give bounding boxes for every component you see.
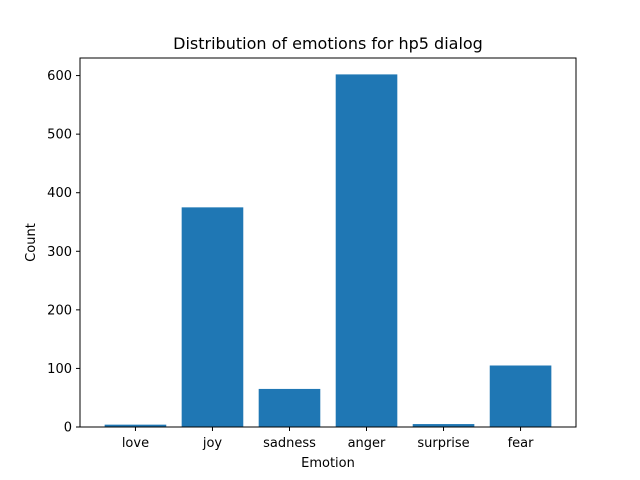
bar-sadness [258, 388, 321, 427]
y-tick-label: 100 [47, 362, 72, 377]
x-tick-label: anger [348, 436, 386, 451]
y-axis-label: Count [24, 223, 39, 262]
bar-joy [181, 207, 244, 427]
x-axis: love joy sadness anger surprise fear [122, 427, 534, 451]
y-tick-label: 400 [47, 186, 72, 201]
x-tick-label: joy [202, 436, 223, 451]
chart-title: Distribution of emotions for hp5 dialog [173, 34, 483, 53]
bar-anger [335, 74, 398, 428]
y-tick-label: 300 [47, 245, 72, 260]
bar-fear [489, 365, 552, 427]
bars-group [104, 74, 552, 428]
x-tick-label: sadness [263, 436, 316, 451]
plot-frame [79, 57, 577, 428]
x-tick-label: love [122, 436, 149, 451]
x-tick-label: fear [508, 436, 535, 451]
x-axis-label: Emotion [301, 456, 355, 471]
y-axis: 0 100 200 300 400 500 600 [47, 69, 80, 436]
y-tick-label: 0 [64, 421, 72, 436]
y-tick-label: 500 [47, 128, 72, 143]
y-tick-label: 200 [47, 303, 72, 318]
bar-surprise [412, 424, 475, 427]
y-tick-label: 600 [47, 69, 72, 84]
bar-love [104, 424, 167, 427]
x-tick-label: surprise [417, 436, 469, 451]
